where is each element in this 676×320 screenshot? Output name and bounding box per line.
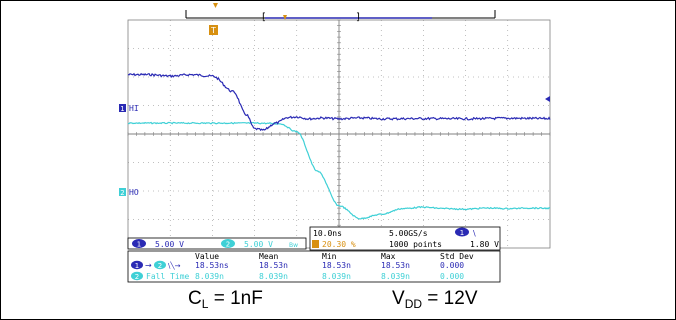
svg-text:2: 2 (135, 273, 139, 281)
record-length: 1000 points (389, 240, 442, 249)
measurement-header: Std Dev (440, 252, 474, 261)
svg-text:→: → (145, 261, 152, 270)
svg-text:2: 2 (120, 189, 124, 197)
trigger-level-arrow (545, 96, 550, 102)
measurement-header: Value (195, 252, 219, 261)
ch1-badge: 1 (137, 241, 141, 249)
waveform-ho (127, 121, 551, 220)
measurement-value: 18.53ns (195, 261, 229, 270)
ch2-ref-marker: 2 HO (119, 188, 139, 197)
ch2-badge: 2 (226, 241, 230, 249)
trigger-marker: T (209, 25, 218, 35)
bandwidth-limit-icon: Bw (289, 242, 298, 249)
measurement-value: 18.53n (259, 261, 288, 270)
load-capacitance-caption: CL = 1nF (188, 288, 263, 311)
measurement-header: Mean (259, 252, 278, 261)
timebase-value: 10.0ns (313, 229, 342, 238)
edge-direction-icon: \╲→ (168, 261, 181, 270)
measurement-value: 8.039n (259, 272, 288, 281)
measurement-table: Value Mean Min Max Std Dev 1 → 2 \╲→ 2 Fall … (127, 250, 501, 283)
svg-text:[: [ (262, 12, 266, 23)
trigger-level: 1.80 V (470, 240, 499, 249)
record-bar: [ ] (185, 3, 496, 23)
measurement-value: 0.000 (440, 272, 464, 281)
supply-voltage-caption: VDD = 12V (392, 288, 478, 311)
measurement-value: 0.000 (440, 261, 464, 270)
svg-text:]: ] (356, 12, 360, 23)
measurement-value: 8.039n (322, 272, 351, 281)
ch1-label: HI (129, 104, 139, 113)
measurement-value: 8.039n (381, 272, 410, 281)
svg-text:1: 1 (120, 105, 124, 113)
ch2-scale: 5.00 V (244, 240, 273, 249)
trigger-position: 20.30 % (322, 240, 356, 249)
measurement-value: 8.039n (195, 272, 224, 281)
measurement-value: 18.53n (322, 261, 351, 270)
svg-text:1: 1 (135, 262, 139, 270)
svg-text:2: 2 (158, 262, 162, 270)
sample-rate: 5.00GS/s (389, 229, 428, 238)
measurement-row-delay: 1 → 2 \╲→ (131, 260, 181, 270)
graticule (127, 19, 551, 249)
oscilloscope-screen: [ ] T 1 HI 2 HO 1 5.00 V 2 5.00 V Bw 10.… (119, 3, 551, 283)
ch1-ref-marker: 1 HI (119, 104, 139, 113)
trigger-source-badge: 1 (460, 229, 464, 237)
channel-scale-bar: 1 5.00 V 2 5.00 V Bw (127, 237, 307, 250)
ch2-label: HO (129, 188, 139, 197)
measurement-row-fall-time: 2 Fall Time (131, 271, 190, 281)
svg-text:Fall Time: Fall Time (146, 272, 190, 281)
measurement-value: 18.53n (381, 261, 410, 270)
measurement-header: Max (381, 252, 396, 261)
measurement-header: Min (322, 252, 337, 261)
ch1-scale: 5.00 V (155, 240, 184, 249)
waveform-hi (127, 72, 551, 132)
svg-text:T: T (210, 26, 216, 35)
timebase-readout: 10.0ns 20.30 % 5.00GS/s 1000 points 1 \ … (309, 226, 501, 251)
trigger-slope-icon: \ (473, 229, 476, 238)
